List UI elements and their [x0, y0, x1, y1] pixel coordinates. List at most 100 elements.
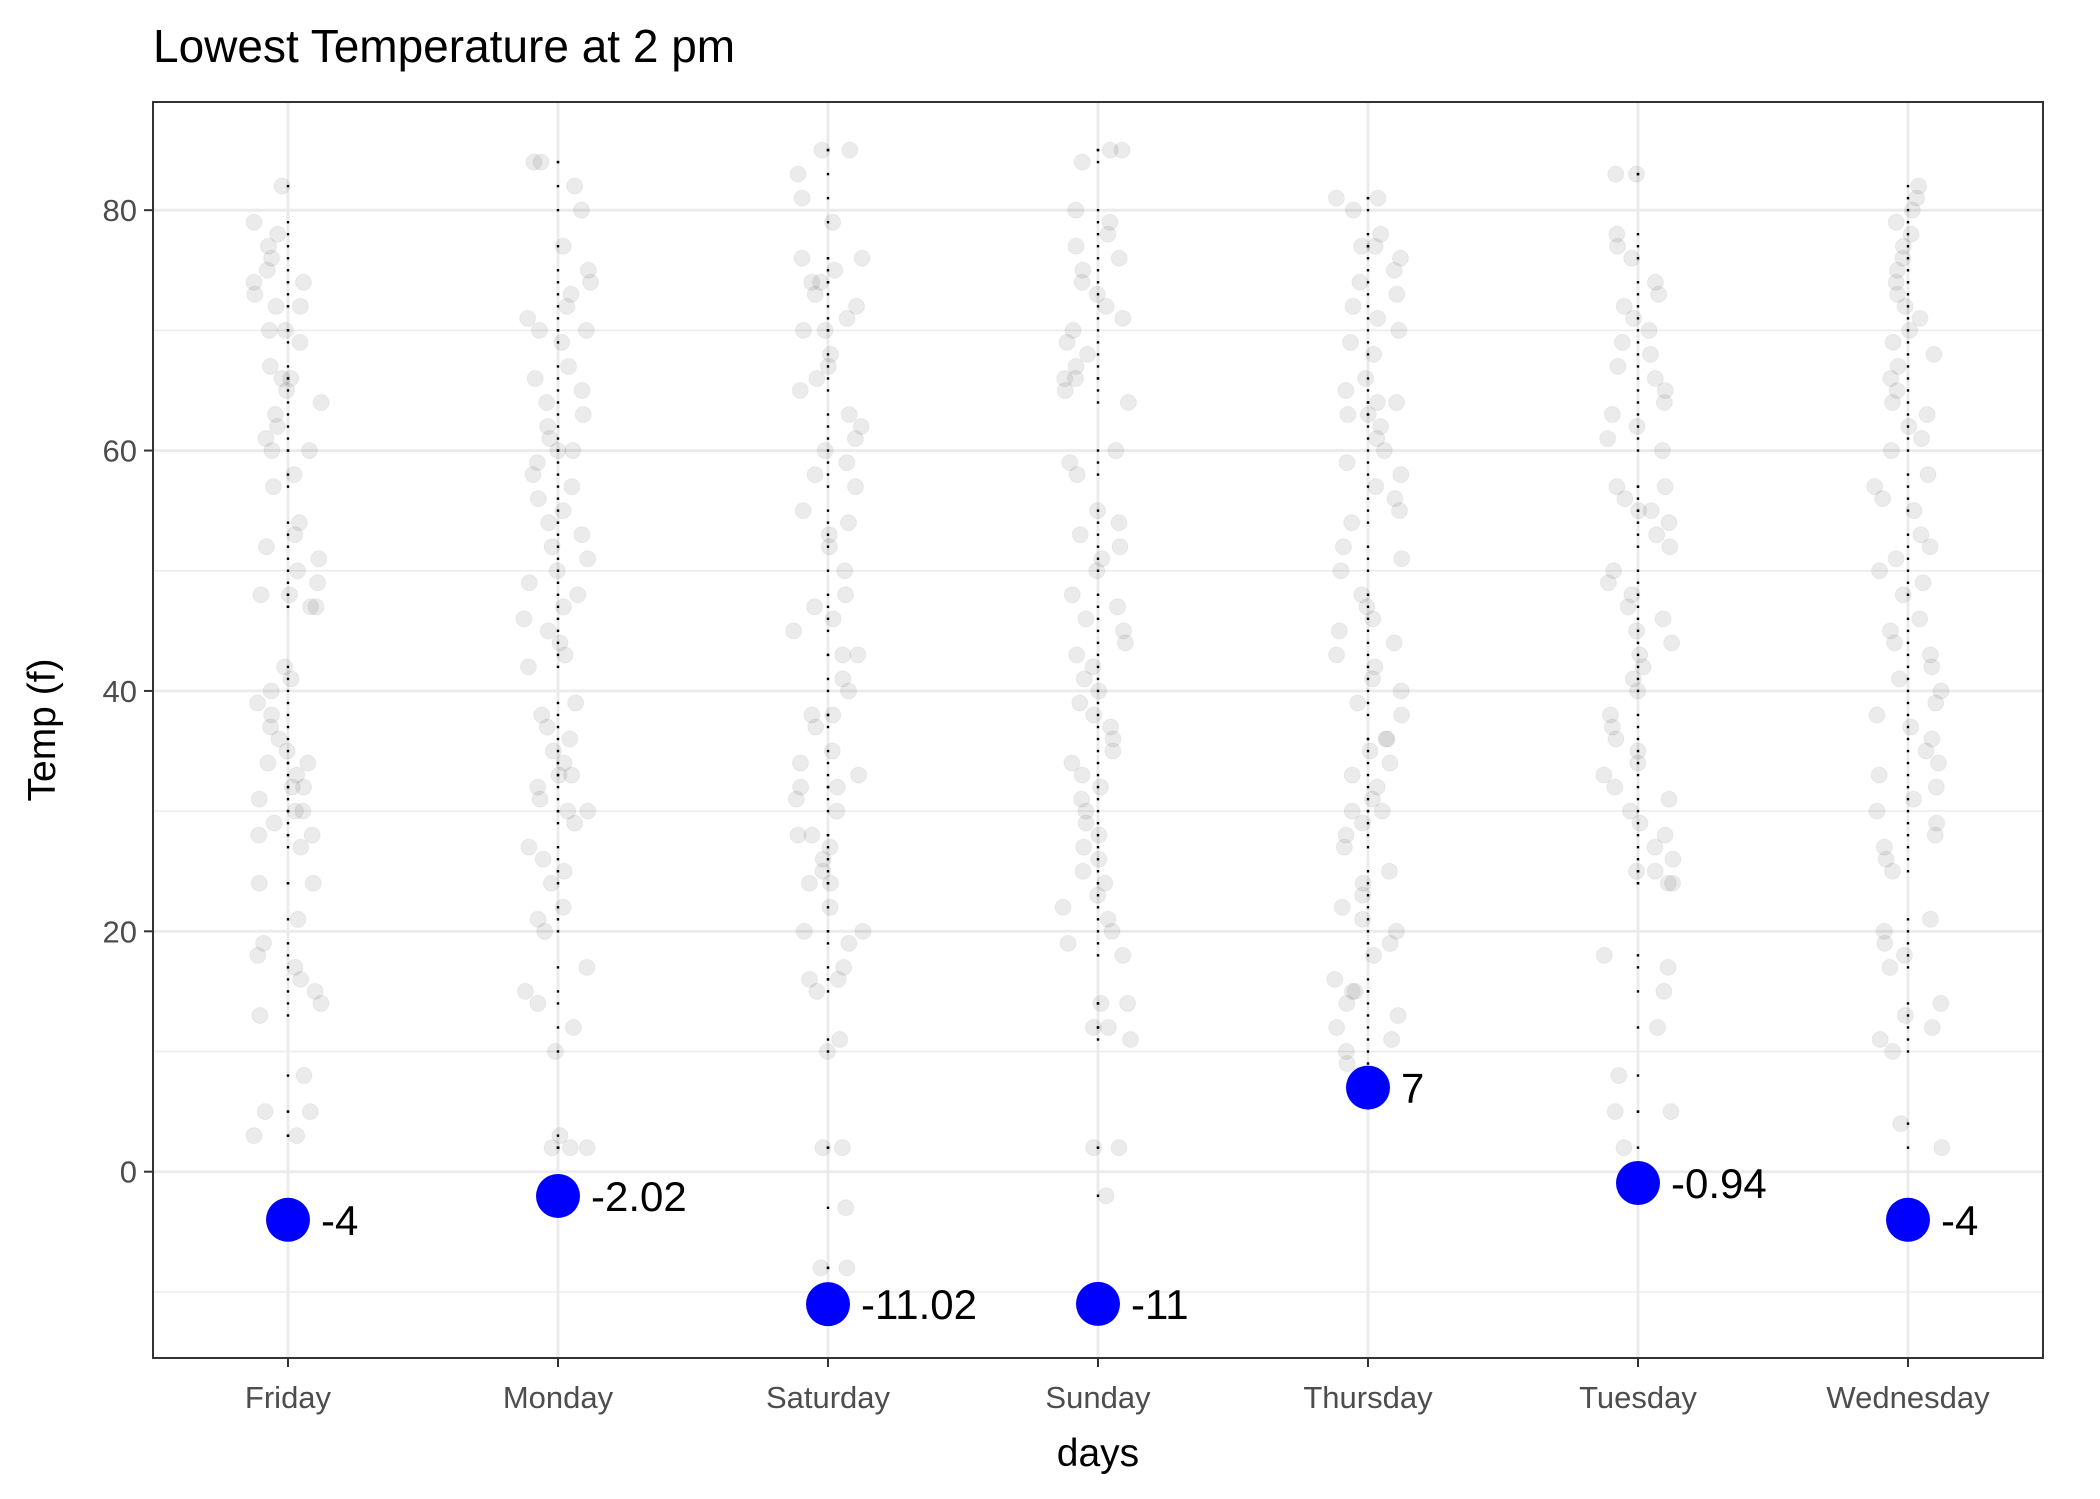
observation-dot — [286, 677, 290, 681]
observation-point — [1640, 321, 1658, 339]
observation-point — [813, 141, 831, 159]
observation-dot — [1906, 305, 1910, 308]
observation-dot — [556, 966, 560, 969]
observation-dot — [1366, 737, 1370, 741]
observation-dot — [1366, 809, 1370, 813]
observation-dot — [1096, 701, 1100, 705]
observation-dot — [1906, 293, 1910, 296]
observation-dot — [826, 425, 830, 428]
observation-dot — [556, 521, 560, 524]
observation-dot — [826, 761, 830, 765]
observation-point — [579, 550, 597, 568]
observation-point — [853, 249, 871, 267]
observation-point — [1610, 1067, 1628, 1085]
observation-point — [249, 694, 267, 712]
observation-point — [1058, 333, 1076, 351]
observation-point — [1605, 562, 1623, 580]
observation-point — [1377, 730, 1395, 748]
observation-dot — [1636, 689, 1640, 693]
observation-point — [266, 405, 284, 423]
observation-dot — [1636, 569, 1640, 572]
observation-point — [1364, 610, 1382, 628]
observation-dot — [1366, 569, 1370, 572]
observation-point — [520, 574, 538, 592]
observation-point — [1119, 393, 1137, 411]
observation-dot — [1636, 545, 1640, 548]
observation-dot — [1096, 245, 1100, 248]
observation-point — [1911, 610, 1929, 628]
observation-dot — [1096, 473, 1100, 476]
observation-dot — [1906, 761, 1910, 765]
observation-dot — [1906, 966, 1910, 969]
observation-point — [1077, 610, 1095, 628]
observation-dot — [286, 737, 290, 741]
observation-point — [306, 982, 324, 1000]
observation-dot — [1096, 930, 1100, 933]
observation-point — [838, 454, 856, 472]
observation-point — [1874, 490, 1892, 508]
observation-point — [1351, 273, 1369, 291]
observation-dot — [1366, 1062, 1370, 1065]
observation-dot — [826, 785, 830, 789]
observation-dot — [1096, 401, 1100, 404]
observation-dot — [1366, 954, 1370, 957]
observation-dot — [1636, 858, 1640, 861]
observation-point — [1337, 826, 1355, 844]
observation-dot — [1906, 797, 1910, 801]
observation-dot — [286, 833, 290, 837]
observation-point — [821, 898, 839, 916]
observation-dot — [1636, 329, 1640, 332]
observation-dot — [1366, 870, 1370, 873]
observation-point — [245, 273, 263, 291]
observation-point — [263, 442, 281, 460]
observation-dot — [826, 845, 830, 849]
observation-dot — [286, 665, 290, 669]
observation-point — [1628, 862, 1646, 880]
observation-point — [808, 982, 826, 1000]
observation-point — [532, 153, 550, 171]
observation-dot — [1906, 545, 1910, 548]
observation-dot — [1096, 281, 1100, 284]
observation-dot — [826, 317, 830, 320]
observation-point — [1101, 213, 1119, 231]
x-tick-label-thursday: Thursday — [1303, 1380, 1433, 1415]
observation-point — [1601, 706, 1619, 724]
observation-dot — [826, 413, 830, 416]
observation-point — [1097, 297, 1115, 315]
observation-dot — [1636, 665, 1640, 669]
observation-point — [1101, 141, 1119, 159]
observation-dot — [1636, 954, 1640, 957]
observation-point — [1875, 838, 1893, 856]
observation-point — [564, 1018, 582, 1036]
observation-dot — [1096, 653, 1100, 657]
observation-point — [1932, 682, 1950, 700]
observation-point — [1919, 466, 1937, 484]
observation-point — [251, 1006, 269, 1024]
observation-dot — [1366, 425, 1370, 428]
observation-point — [1372, 418, 1390, 436]
observation-point — [1663, 634, 1681, 652]
observation-dot — [556, 605, 560, 609]
observation-dot — [286, 257, 290, 260]
observation-point — [792, 778, 810, 796]
observation-point — [1389, 1006, 1407, 1024]
observation-point — [564, 442, 582, 460]
observation-point — [822, 345, 840, 363]
observation-dot — [556, 809, 560, 813]
observation-point — [1871, 1030, 1889, 1048]
observation-dot — [286, 449, 290, 452]
observation-dot — [1636, 629, 1640, 633]
observation-dot — [1366, 293, 1370, 296]
observation-dot — [286, 593, 290, 596]
observation-dot — [556, 1002, 560, 1005]
observation-dot — [826, 725, 830, 729]
observation-point — [263, 706, 281, 724]
observation-point — [1068, 646, 1086, 664]
observation-point — [812, 1259, 830, 1277]
observation-dot — [826, 305, 830, 308]
observation-point — [1646, 369, 1664, 387]
observation-point — [246, 285, 264, 303]
observation-dot — [1906, 425, 1910, 428]
observation-dot — [1906, 689, 1910, 693]
minimum-label-wednesday: -4 — [1941, 1197, 1978, 1244]
